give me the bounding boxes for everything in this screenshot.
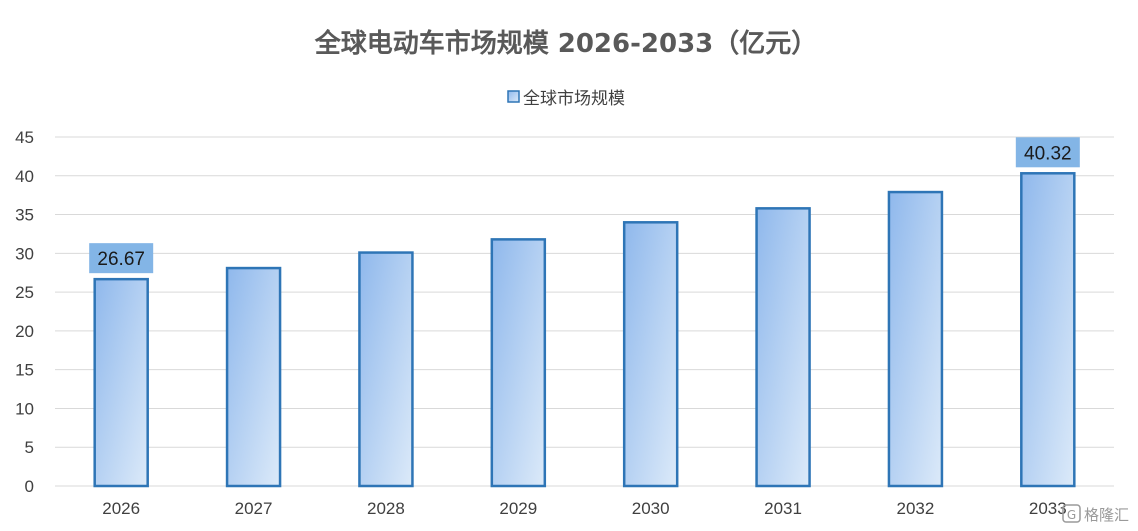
y-tick-label: 25 [15, 283, 34, 302]
bar [358, 251, 414, 488]
x-tick-label: 2026 [102, 499, 140, 518]
watermark: G 格隆汇 [1062, 504, 1129, 524]
y-tick-label: 35 [15, 206, 34, 225]
data-label: 26.67 [97, 249, 145, 270]
chart-title: 全球电动车市场规模 2026-2033（亿元） [314, 28, 818, 59]
legend-label: 全球市场规模 [523, 89, 625, 109]
y-axis: 0 5 10 15 20 25 30 35 40 45 [15, 128, 34, 496]
y-tick-label: 0 [25, 477, 34, 496]
data-label: 40.32 [1024, 143, 1072, 164]
x-tick-label: 2027 [235, 499, 273, 518]
watermark-text: 格隆汇 [1084, 506, 1129, 524]
bar [887, 190, 944, 488]
bar [93, 277, 149, 488]
bar [490, 238, 547, 488]
bar [622, 221, 679, 488]
data-label-box [89, 243, 154, 274]
x-tick-label: 2032 [897, 499, 935, 518]
y-tick-label: 15 [15, 361, 34, 380]
x-tick-label: 2030 [632, 499, 670, 518]
legend: 全球市场规模 [507, 89, 625, 109]
x-tick-label: 2033 [1029, 499, 1067, 518]
x-tick-label: 2028 [367, 499, 405, 518]
bar [1020, 172, 1076, 488]
legend-swatch [507, 90, 520, 103]
y-tick-label: 45 [15, 128, 34, 147]
y-tick-label: 40 [15, 167, 34, 186]
x-axis: 2026 2027 2028 2029 2030 2031 2032 2033 [102, 499, 1066, 518]
x-tick-label: 2029 [499, 499, 537, 518]
x-tick-label: 2031 [764, 499, 802, 518]
y-tick-label: 30 [15, 244, 34, 263]
bar [225, 266, 282, 488]
bars [93, 172, 1076, 488]
y-tick-label: 10 [15, 399, 34, 418]
data-labels: 26.67 40.32 [89, 137, 1080, 274]
g-logo-icon [1062, 504, 1081, 523]
data-label-box [1015, 137, 1080, 168]
y-tick-label: 5 [25, 438, 34, 457]
g-logo-icon-glyph: G [1067, 508, 1076, 522]
bar [755, 207, 811, 488]
gridlines [55, 136, 1114, 487]
y-tick-label: 20 [15, 322, 34, 341]
